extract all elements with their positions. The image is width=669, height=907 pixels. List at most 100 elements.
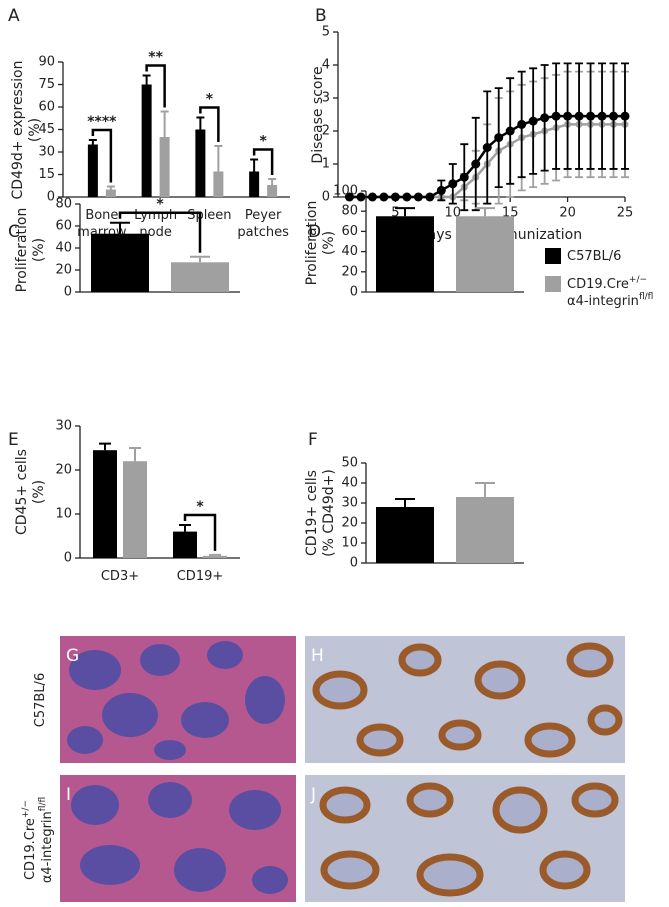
label-text: CD19.Cre — [23, 818, 38, 880]
y-tick-label: 40 — [341, 244, 358, 259]
bar — [91, 233, 149, 292]
bar — [213, 171, 224, 197]
bar — [376, 216, 434, 292]
panel-letter: J — [310, 785, 316, 805]
y-tick-label: 60 — [55, 219, 72, 234]
panel-letter: C — [8, 222, 20, 242]
significance-label: **** — [87, 114, 117, 130]
error-bar — [106, 185, 115, 190]
panel-letter: A — [8, 6, 20, 26]
significance-label: * — [196, 499, 204, 515]
significance-bracket — [183, 513, 217, 551]
y-tick-label: 0 — [322, 190, 330, 205]
y-tick-label: 15 — [38, 167, 55, 182]
y-tick-label: 80 — [55, 197, 72, 212]
y-tick-label: 45 — [38, 122, 55, 137]
panel-letter: I — [66, 785, 71, 805]
y-tick-label: 30 — [55, 419, 72, 434]
y-axis-label: Proliferation — [304, 201, 320, 286]
data-point — [563, 111, 573, 121]
error-bar — [250, 158, 259, 172]
error-bar — [110, 221, 130, 234]
error-bar — [209, 553, 221, 556]
data-point — [436, 185, 446, 195]
histology-ihc-bottom — [305, 775, 625, 902]
legend-label: CD19.Cre+/− — [567, 275, 647, 292]
data-point — [528, 116, 538, 126]
y-tick-label: 1 — [322, 157, 330, 172]
significance-label: * — [156, 197, 164, 213]
y-tick-label: 0 — [64, 551, 72, 566]
label-text: α4-integrin — [40, 811, 55, 883]
histology-he-top — [60, 636, 296, 763]
superscript: fl/fl — [38, 797, 48, 811]
y-tick-label: 3 — [322, 91, 330, 106]
significance-bracket — [252, 148, 274, 175]
panel-letter: D — [308, 222, 321, 242]
y-tick-label: 90 — [38, 55, 55, 70]
data-point — [344, 192, 354, 202]
y-tick-label: 0 — [47, 190, 55, 205]
y-tick-label: 4 — [322, 58, 330, 73]
y-axis-label: CD45+ cells — [14, 449, 30, 535]
y-tick-label: 20 — [341, 516, 358, 531]
y-axis-label: (%) — [31, 480, 47, 504]
y-tick-label: 30 — [38, 145, 55, 160]
y-tick-label: 20 — [341, 264, 358, 279]
data-point — [402, 192, 412, 202]
y-axis-label: CD19+ cells — [304, 470, 320, 556]
data-point — [367, 192, 377, 202]
row-label: α4-integrinfl/fl — [38, 797, 55, 883]
error-bar — [395, 207, 415, 217]
panel-letter: E — [8, 430, 19, 450]
bar — [171, 262, 229, 292]
histology-he-bottom — [60, 775, 296, 902]
data-point — [379, 192, 389, 202]
y-axis-label: (%) — [27, 118, 43, 142]
bar — [456, 216, 514, 292]
significance-bracket — [118, 211, 202, 253]
y-axis-label: Proliferation — [14, 208, 30, 293]
y-axis-label: (% CD49d+) — [321, 469, 337, 557]
error-bar — [179, 524, 191, 532]
y-tick-label: 60 — [38, 100, 55, 115]
data-point — [494, 133, 504, 143]
panel-letter: F — [308, 430, 318, 450]
bar — [93, 450, 117, 558]
x-tick-label: 20 — [559, 206, 576, 221]
superscript: +/− — [21, 800, 31, 818]
label-text: α4-integrin — [567, 294, 639, 309]
error-bar — [129, 447, 141, 462]
data-point — [609, 111, 619, 121]
data-point — [620, 111, 630, 121]
bar — [267, 185, 278, 197]
histology-ihc-top — [305, 636, 625, 763]
panel-letter: H — [311, 646, 324, 666]
y-tick-label: 50 — [341, 456, 358, 471]
y-tick-label: 40 — [341, 476, 358, 491]
data-point — [586, 111, 596, 121]
bar — [376, 507, 434, 563]
y-tick-label: 10 — [55, 507, 72, 522]
y-tick-label: 5 — [322, 25, 330, 40]
bar — [203, 555, 227, 558]
y-tick-label: 60 — [341, 224, 358, 239]
significance-bracket — [199, 106, 220, 142]
y-tick-label: 40 — [55, 241, 72, 256]
superscript: +/− — [629, 275, 647, 285]
y-tick-label: 20 — [55, 463, 72, 478]
bar — [105, 189, 116, 197]
y-tick-label: 80 — [341, 204, 358, 219]
data-point — [356, 192, 366, 202]
data-point — [425, 192, 435, 202]
error-bar — [99, 442, 111, 451]
y-axis-label: (%) — [31, 238, 47, 262]
y-tick-label: 20 — [55, 263, 72, 278]
legend-swatch — [545, 276, 561, 292]
legend-label: α4-integrinfl/fl — [567, 292, 653, 309]
data-point — [540, 113, 550, 123]
y-axis-label: CD49d+ expression — [10, 61, 26, 200]
significance-label: * — [206, 92, 214, 108]
legend-swatch — [545, 248, 561, 264]
